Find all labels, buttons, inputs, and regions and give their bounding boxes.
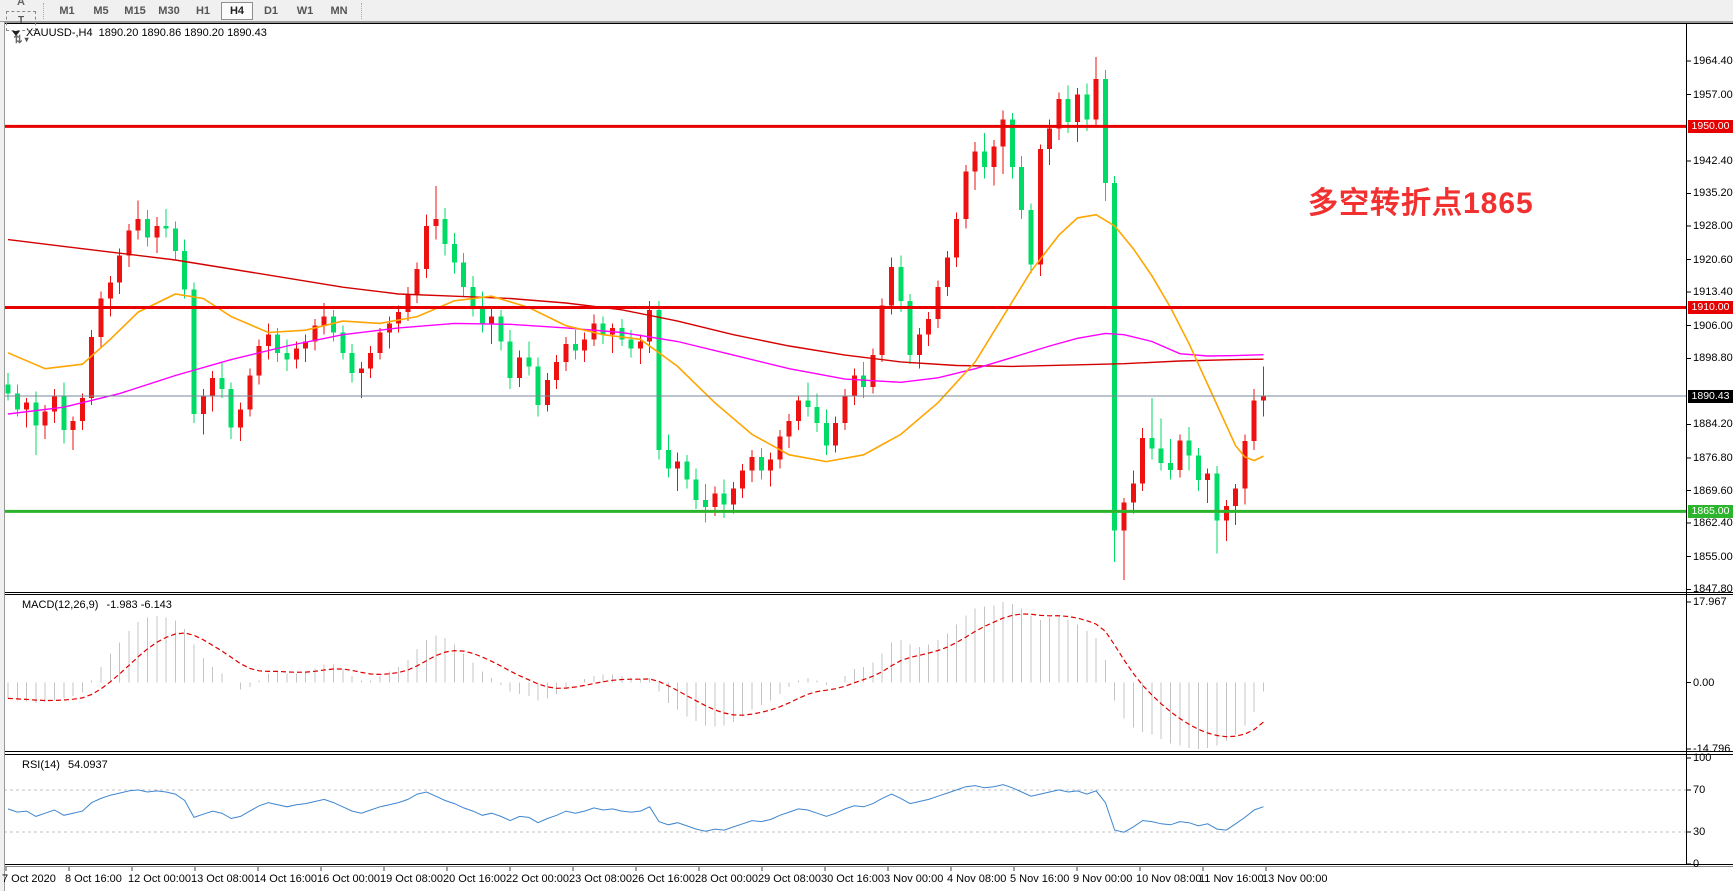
timeframe-button-w1[interactable]: W1 — [296, 4, 314, 17]
toolbar-separator — [361, 2, 363, 19]
timeframe-button-h1[interactable]: H1 — [195, 4, 211, 17]
arrange-arrows-icon[interactable]: ⇅ ▾ — [13, 34, 29, 46]
timeframe-button-h4[interactable]: H4 — [221, 1, 253, 20]
timeframe-button-mn[interactable]: MN — [330, 4, 348, 17]
toolbar-separator — [43, 2, 45, 19]
object-toolbar: FAT⇅▾ — [6, 0, 38, 49]
timeframe-button-m30[interactable]: M30 — [158, 4, 180, 17]
font-a-icon[interactable]: A — [17, 0, 25, 8]
ma-fast-orange — [7, 213, 1264, 463]
timeframe-button-m1[interactable]: M1 — [59, 4, 75, 17]
text-object-icon[interactable]: T — [6, 10, 36, 31]
window-left-edge — [0, 22, 5, 891]
timeframe-button-m5[interactable]: M5 — [93, 4, 109, 17]
timeframe-toolbar: M1 M5 M15 M30 H1 H4 D1 W1 MN — [50, 1, 356, 20]
ma-slow-red — [7, 238, 1264, 368]
ma-mid-magenta — [7, 322, 1264, 415]
timeframe-button-m15[interactable]: M15 — [124, 4, 146, 17]
dropdown-caret-icon: ▾ — [24, 35, 29, 44]
timeframe-button-d1[interactable]: D1 — [263, 4, 279, 17]
